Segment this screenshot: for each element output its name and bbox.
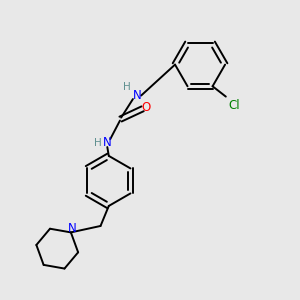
Text: Cl: Cl bbox=[228, 99, 240, 112]
Text: O: O bbox=[141, 101, 150, 114]
Text: N: N bbox=[103, 136, 112, 149]
Text: N: N bbox=[132, 89, 141, 102]
Text: N: N bbox=[68, 222, 77, 236]
Text: H: H bbox=[94, 138, 101, 148]
Text: H: H bbox=[124, 82, 131, 92]
